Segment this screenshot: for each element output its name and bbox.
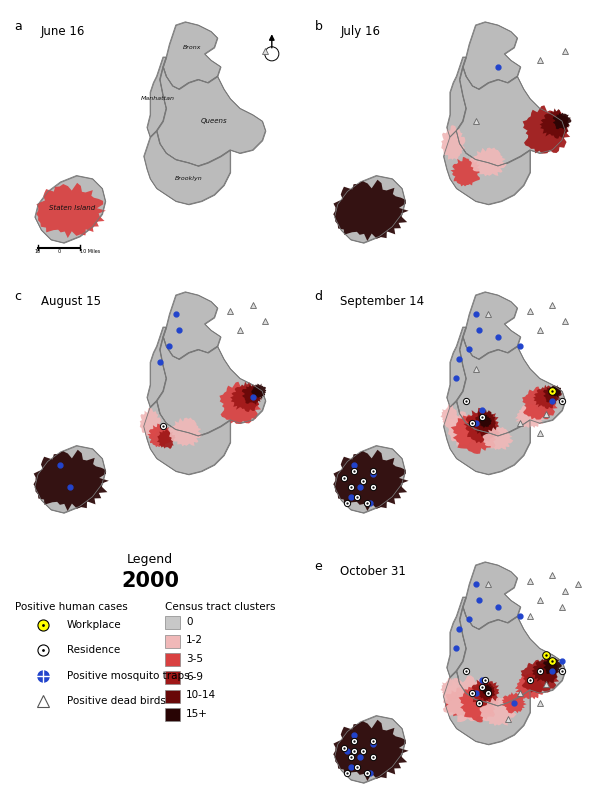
- Text: Residence: Residence: [67, 645, 120, 655]
- Text: Manhattan: Manhattan: [141, 97, 175, 101]
- Bar: [164, 672, 181, 684]
- Text: June 16: June 16: [41, 24, 85, 37]
- Text: Bronx: Bronx: [182, 45, 201, 50]
- Text: July 16: July 16: [340, 24, 380, 37]
- Text: September 14: September 14: [340, 294, 424, 307]
- Text: Workplace: Workplace: [67, 620, 121, 629]
- Text: 6-9: 6-9: [186, 672, 203, 682]
- Text: 1-2: 1-2: [186, 635, 203, 646]
- Text: Legend: Legend: [127, 553, 173, 566]
- Text: b: b: [314, 19, 322, 32]
- Bar: [164, 616, 181, 629]
- Text: August 15: August 15: [41, 294, 101, 307]
- Text: 0: 0: [186, 617, 193, 627]
- Text: October 31: October 31: [340, 564, 406, 577]
- Text: Census tract clusters: Census tract clusters: [164, 602, 275, 611]
- Text: e: e: [314, 560, 322, 573]
- Text: Queens: Queens: [201, 118, 227, 124]
- Text: 2000: 2000: [121, 571, 179, 591]
- Text: Positive dead birds: Positive dead birds: [67, 696, 166, 706]
- Text: Brooklyn: Brooklyn: [175, 176, 202, 181]
- Text: 0: 0: [57, 249, 61, 254]
- Circle shape: [265, 47, 279, 61]
- Text: a: a: [14, 19, 22, 32]
- Text: d: d: [314, 290, 322, 303]
- Bar: [164, 653, 181, 666]
- Bar: [164, 708, 181, 721]
- Text: 15+: 15+: [186, 709, 208, 719]
- Text: Positive human cases: Positive human cases: [14, 602, 127, 611]
- Text: Staten Island: Staten Island: [49, 204, 95, 211]
- Text: 3-5: 3-5: [186, 654, 203, 663]
- Text: 10 Miles: 10 Miles: [80, 249, 100, 254]
- Text: 10: 10: [35, 249, 41, 254]
- Bar: [164, 635, 181, 647]
- Text: 10-14: 10-14: [186, 690, 216, 701]
- Text: c: c: [14, 290, 22, 303]
- Bar: [164, 690, 181, 702]
- Text: Positive mosquito traps: Positive mosquito traps: [67, 671, 189, 680]
